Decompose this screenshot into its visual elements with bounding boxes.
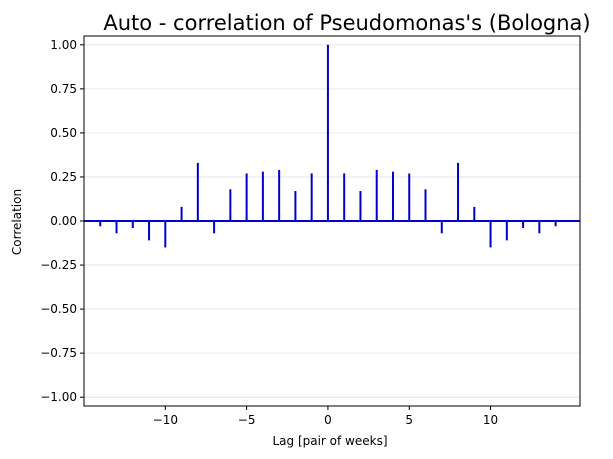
- y-tick-label: 1.00: [50, 38, 77, 52]
- y-tick-label: 0.75: [50, 82, 77, 96]
- y-tick-label: −0.50: [40, 302, 77, 316]
- y-tick-label: −0.25: [40, 258, 77, 272]
- x-tick-label: −5: [238, 413, 256, 427]
- y-ticks: −1.00 −0.75 −0.50 −0.25 0.00 0.25 0.50 0.75 1.00: [40, 38, 84, 404]
- x-tick-label: 0: [324, 413, 332, 427]
- y-tick-label: 0.50: [50, 126, 77, 140]
- y-axis-label: Correlation: [10, 189, 24, 255]
- y-tick-label: −1.00: [40, 390, 77, 404]
- x-tick-label: −10: [153, 413, 178, 427]
- x-ticks: −10 −5 0 5 10: [153, 406, 498, 427]
- x-tick-label: 5: [405, 413, 413, 427]
- y-tick-label: −0.75: [40, 346, 77, 360]
- y-tick-label: 0.25: [50, 170, 77, 184]
- chart-title: Auto - correlation of Pseudomonas's (Bol…: [103, 11, 590, 35]
- x-tick-label: 10: [483, 413, 498, 427]
- x-axis-label: Lag [pair of weeks]: [272, 434, 387, 448]
- stems: [99, 44, 557, 248]
- y-tick-label: 0.00: [50, 214, 77, 228]
